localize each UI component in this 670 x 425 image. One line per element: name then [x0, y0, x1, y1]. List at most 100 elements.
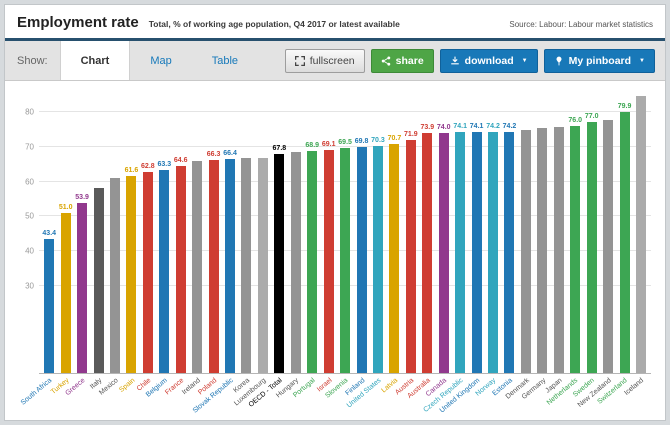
- bar-value-label: 74.2: [502, 123, 517, 131]
- bar-austria[interactable]: [405, 140, 416, 373]
- bar-value-label: 68.9: [305, 141, 320, 149]
- bar-slot: 69.1 Israel: [316, 91, 336, 394]
- bar-poland[interactable]: [208, 159, 219, 373]
- bar-turkey[interactable]: [60, 212, 71, 373]
- tab-map[interactable]: Map: [150, 54, 172, 67]
- bar-united-states[interactable]: [372, 145, 383, 373]
- bar-slot: 74.2 Estonia: [492, 91, 517, 397]
- bar-slot: Hungary: [276, 91, 304, 399]
- bar-slot: 79.9 Switzerland: [597, 91, 632, 405]
- bar-value-label: 61.6: [124, 166, 139, 174]
- bar-south-africa[interactable]: [44, 239, 55, 373]
- tab-chart[interactable]: Chart: [59, 41, 131, 80]
- bar-slot: Italy: [89, 91, 106, 391]
- source-text: Source: Labour: Labour market statistics: [509, 20, 653, 29]
- show-label: Show:: [17, 54, 48, 67]
- download-tray-icon: [450, 56, 460, 66]
- bar-slot: 43.4 South Africa: [20, 91, 57, 406]
- bar-slot: 76.0 Netherlands: [546, 91, 583, 407]
- y-tick-label: 80: [25, 107, 34, 117]
- bar-belgium[interactable]: [159, 170, 170, 373]
- bar-netherlands[interactable]: [570, 125, 581, 373]
- bar-new-zealand[interactable]: [603, 119, 614, 373]
- bar-value-label: 70.7: [387, 135, 402, 143]
- bar-italy[interactable]: [93, 188, 104, 373]
- bar-value-label: 73.9: [420, 124, 435, 132]
- bar-hungary[interactable]: [290, 152, 301, 373]
- header: Employment rate Total, % of working age …: [5, 5, 665, 38]
- bar-france[interactable]: [175, 165, 186, 373]
- bar-slot: Ireland: [181, 91, 205, 396]
- view-tabs: Chart Map Table: [59, 41, 258, 80]
- bar-canada[interactable]: [438, 132, 449, 373]
- pinboard-label: My pinboard: [568, 54, 632, 67]
- x-axis-label: South Africa: [20, 377, 54, 407]
- pushpin-icon: [554, 56, 564, 66]
- bar-value-label: 77.0: [584, 113, 599, 121]
- bar-slot: Korea: [232, 91, 254, 394]
- bar-latvia[interactable]: [389, 144, 400, 373]
- share-button[interactable]: share: [370, 48, 434, 73]
- fullscreen-label: fullscreen: [309, 54, 355, 67]
- gridline: [39, 145, 651, 147]
- bar-germany[interactable]: [537, 128, 548, 373]
- share-label: share: [395, 54, 424, 67]
- bar-slot: Japan: [544, 91, 567, 395]
- bar-slot: 74.1 United Kingdom: [438, 91, 484, 414]
- bar-slot: 61.6 Spain: [118, 91, 139, 394]
- bar-australia[interactable]: [422, 133, 433, 373]
- bar-sweden[interactable]: [586, 122, 597, 373]
- tab-table[interactable]: Table: [211, 54, 239, 67]
- chart-area: 43.4 South Africa 51.0 Turkey 53.9 Greece Ital…: [5, 81, 665, 420]
- bar-value-label: 70.3: [371, 136, 385, 144]
- bar-value-label: 62.8: [141, 162, 155, 170]
- y-tick-label: 50: [25, 211, 34, 221]
- share-nodes-icon: [381, 55, 391, 66]
- y-tick-label: 70: [25, 142, 34, 152]
- bar-estonia[interactable]: [504, 132, 515, 373]
- bar-slot: 74.2 Norway: [475, 91, 501, 398]
- bar-value-label: 74.0: [436, 123, 451, 131]
- bar-iceland[interactable]: [635, 95, 646, 373]
- bar-spain[interactable]: [126, 175, 137, 373]
- bar-greece[interactable]: [77, 202, 88, 373]
- bars: 43.4 South Africa 51.0 Turkey 53.9 Greece Ital…: [20, 91, 651, 415]
- bar-slot: 70.7 Latvia: [380, 91, 402, 394]
- bar-value-label: 79.9: [617, 103, 632, 111]
- y-tick-label: 30: [25, 281, 34, 291]
- bar-slot: Iceland: [624, 91, 649, 397]
- bar-value-label: 66.4: [223, 150, 237, 158]
- bar-slot: 74.1 Czech Republic: [423, 91, 468, 413]
- bar-korea[interactable]: [241, 158, 252, 373]
- bar-united-kingdom[interactable]: [471, 132, 482, 373]
- bar-norway[interactable]: [488, 132, 499, 373]
- bar-value-label: 71.9: [404, 131, 418, 139]
- bar-chile[interactable]: [142, 171, 153, 373]
- bar-japan[interactable]: [553, 126, 564, 373]
- bar-ireland[interactable]: [192, 160, 203, 373]
- bar-finland[interactable]: [356, 147, 367, 373]
- widget-card: Employment rate Total, % of working age …: [4, 4, 666, 421]
- bar-slot: 77.0 Sweden: [572, 91, 599, 398]
- bar-slot: 66.4 Slovak Republic: [192, 91, 238, 414]
- fullscreen-button[interactable]: fullscreen: [284, 48, 365, 73]
- bar-oecd-total[interactable]: [274, 154, 285, 373]
- bar-value-label: 74.2: [486, 123, 500, 131]
- bar-slovenia[interactable]: [340, 148, 351, 373]
- download-button[interactable]: download ▼: [439, 48, 538, 73]
- expand-arrows-icon: [294, 55, 305, 66]
- bar-denmark[interactable]: [520, 130, 531, 373]
- bar-slovak-republic[interactable]: [225, 159, 236, 373]
- bar-value-label: 51.0: [58, 203, 73, 211]
- my-pinboard-button[interactable]: My pinboard ▼: [543, 48, 655, 73]
- bar-luxembourg[interactable]: [257, 157, 268, 373]
- bar-czech-republic[interactable]: [455, 132, 466, 373]
- y-tick-label: 40: [25, 246, 34, 256]
- bar-israel[interactable]: [323, 149, 334, 373]
- bar-value-label: 74.1: [453, 123, 467, 131]
- bar-switzerland[interactable]: [619, 112, 630, 373]
- bar-slot: 70.3 United States: [346, 91, 386, 410]
- bar-portugal[interactable]: [307, 150, 318, 373]
- y-tick-label: 60: [25, 177, 34, 187]
- bar-mexico[interactable]: [109, 178, 120, 373]
